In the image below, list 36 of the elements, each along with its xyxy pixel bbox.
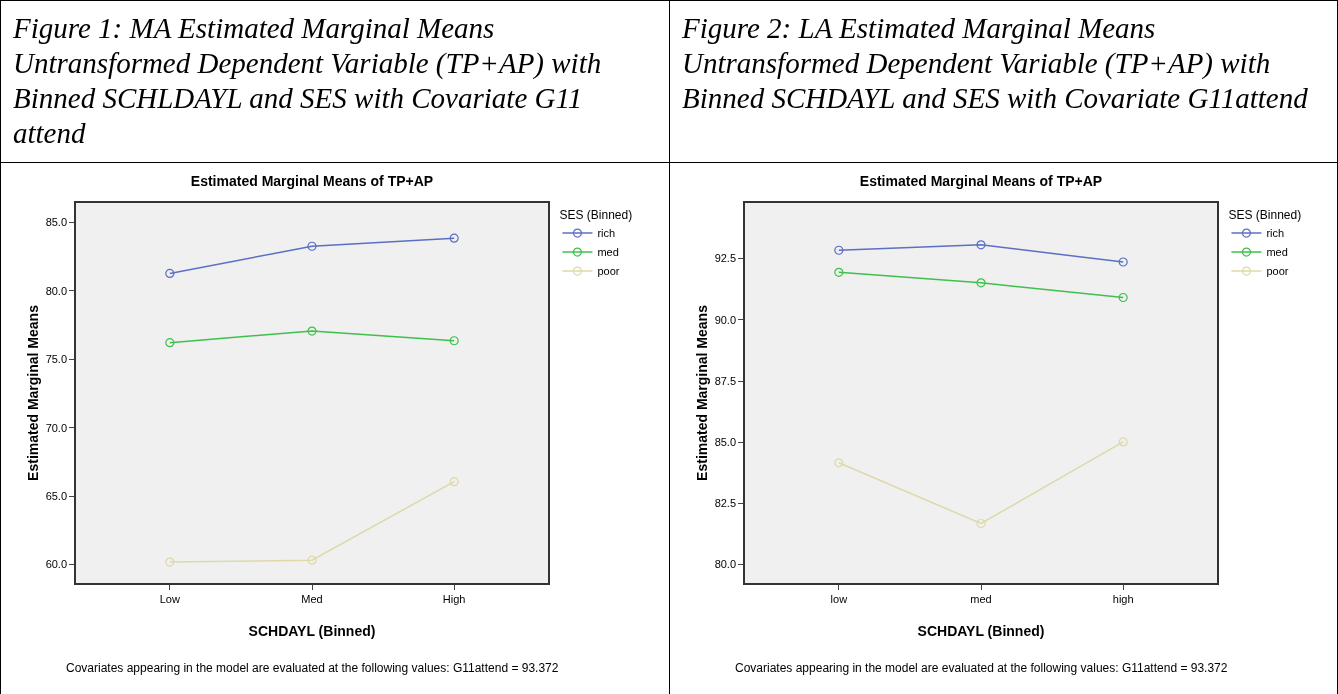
- legend-label: poor: [597, 265, 620, 278]
- legend-label: rich: [1266, 227, 1285, 240]
- y-tick-label: 70.0: [45, 421, 68, 434]
- legend-label: med: [1266, 246, 1288, 259]
- x-axis-title: SCHDAYL (Binned): [248, 622, 376, 639]
- x-tick-label: low: [830, 592, 848, 605]
- y-tick-label: 75.0: [45, 353, 68, 366]
- legend-title: SES (Binned): [559, 207, 633, 222]
- legend-label: poor: [1266, 265, 1289, 278]
- chart-title: Estimated Marginal Means of TP+AP: [859, 173, 1103, 190]
- y-tick-label: 60.0: [45, 558, 68, 571]
- x-tick-label: med: [970, 592, 992, 605]
- y-tick-label: 85.0: [45, 216, 68, 229]
- text: Covariates appearing in the model are evaluated at the following values: G11attend = 93.372: [735, 661, 1228, 675]
- y-tick-label: 82.5: [714, 497, 737, 510]
- y-axis-title: Estimated Marginal Means: [693, 304, 710, 481]
- y-tick-label: 90.0: [714, 313, 737, 326]
- x-tick-label: High: [442, 592, 466, 605]
- y-tick-label: 65.0: [45, 489, 68, 502]
- chart-subtitle: Figure 1: MA Estimated Marginal Means Untransformed Dependent Variable (TP+AP) with Binned SCHLDAYL and SES with Covariate G11 attend: [1, 1, 669, 163]
- legend-label: rich: [597, 227, 616, 240]
- x-tick-label: high: [1112, 592, 1134, 605]
- y-tick-label: 85.0: [714, 436, 737, 449]
- chart-title: Estimated Marginal Means of TP+AP: [190, 173, 434, 190]
- y-tick-label: 80.0: [714, 558, 737, 571]
- y-tick-label: 87.5: [714, 374, 737, 387]
- text: Covariates appearing in the model are evaluated at the following values: G11attend = 93.372: [66, 661, 559, 675]
- chart-subtitle: Figure 2: LA Estimated Marginal Means Untransformed Dependent Variable (TP+AP) with Binned SCHDAYL and SES with Covariate G11attend: [670, 1, 1337, 163]
- y-tick-label: 80.0: [45, 284, 68, 297]
- legend-title: SES (Binned): [1228, 207, 1302, 222]
- legend-label: med: [597, 246, 619, 259]
- y-axis-title: Estimated Marginal Means: [24, 304, 41, 481]
- y-tick-label: 92.5: [714, 252, 737, 265]
- x-tick-label: Low: [159, 592, 180, 605]
- x-tick-label: Med: [301, 592, 323, 605]
- x-axis-title: SCHDAYL (Binned): [917, 622, 1045, 639]
